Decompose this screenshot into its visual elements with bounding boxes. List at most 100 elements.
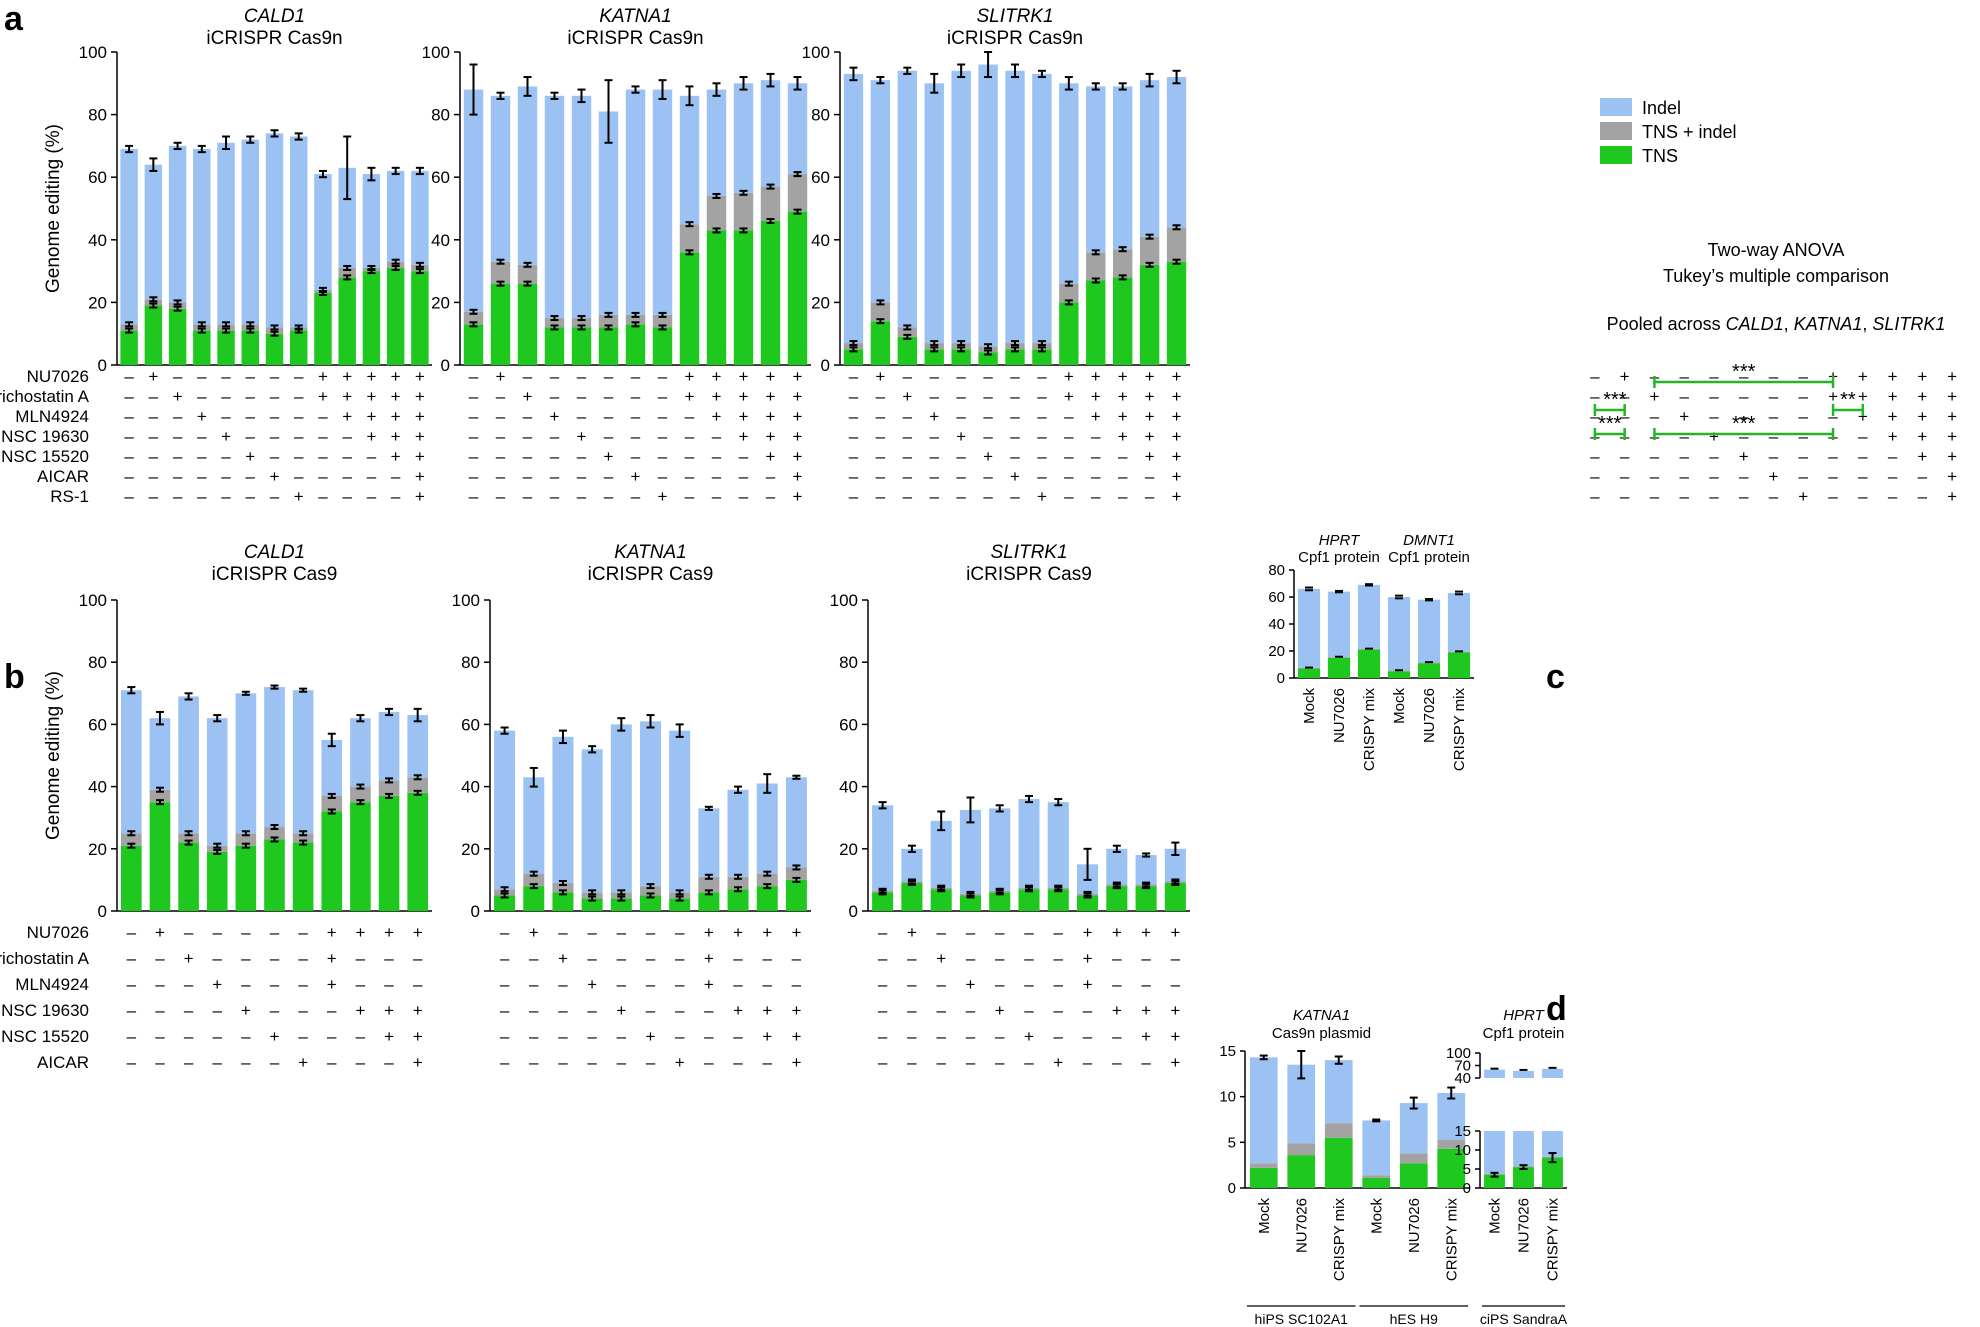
condition-sign: + [327, 949, 337, 968]
condition-sign: – [270, 1001, 280, 1020]
condition-sign: + [1083, 949, 1093, 968]
condition-sign: – [1064, 447, 1074, 466]
condition-sign: + [1091, 407, 1101, 426]
condition-sign: – [356, 1027, 366, 1046]
condition-sign: – [849, 427, 859, 446]
indel-bar [571, 95, 592, 319]
condition-sign: – [384, 975, 394, 994]
condition-sign: + [415, 467, 425, 486]
condition-sign: – [587, 1027, 597, 1046]
chart-subtitle: Cpf1 protein [1388, 549, 1470, 566]
condition-sign: – [550, 487, 560, 506]
condition-sign: – [469, 447, 479, 466]
condition-sign: – [173, 447, 183, 466]
pooled-condition-sign: + [1739, 447, 1749, 466]
chart-subtitle: Cpf1 protein [1483, 1025, 1565, 1042]
condition-sign: – [587, 1053, 597, 1072]
legend-label-tns: TNS [1642, 146, 1678, 166]
condition-sign: – [604, 487, 614, 506]
tns-bar [1297, 668, 1321, 678]
indel-bar [1032, 73, 1052, 344]
pooled-condition-sign: – [1679, 427, 1689, 446]
condition-sign: – [762, 949, 772, 968]
tns-indel-bar [787, 174, 808, 212]
indel-bar [552, 736, 574, 884]
condition-sign: – [384, 1053, 394, 1072]
condition-sign: – [127, 1001, 137, 1020]
significance-bracket: *** [1653, 361, 1835, 388]
indel-bar [1447, 592, 1471, 652]
tns-bar [760, 221, 781, 365]
pooled-condition-sign: + [1917, 367, 1927, 386]
indel-bar [121, 690, 142, 834]
indel-bar [733, 83, 754, 193]
condition-sign: + [1170, 1053, 1180, 1072]
pooled-condition-sign: + [1947, 427, 1957, 446]
pooled-condition-sign: – [1650, 467, 1660, 486]
tns-bar [756, 886, 778, 911]
condition-sign: – [173, 407, 183, 426]
condition-sign: – [956, 467, 966, 486]
tns-bar [517, 283, 538, 365]
condition-sign: – [558, 975, 568, 994]
tns-indel-bar [669, 892, 691, 899]
condition-sign: – [1054, 923, 1064, 942]
pooled-condition-sign: – [1918, 487, 1928, 506]
stats-block: Two-way ANOVA Tukey’s multiple compariso… [1607, 240, 1946, 334]
condition-sign: – [631, 487, 641, 506]
condition-sign: – [1145, 487, 1155, 506]
condition-sign: – [903, 407, 913, 426]
condition-sign: + [1118, 427, 1128, 446]
y-tick-label: 60 [88, 715, 107, 734]
pooled-condition-sign: – [1858, 487, 1868, 506]
condition-sign: – [294, 467, 304, 486]
pooled-condition-sign: + [1917, 407, 1927, 426]
condition-sign: – [658, 367, 668, 386]
condition-sign: + [1083, 975, 1093, 994]
tns-indel-bar [706, 195, 727, 231]
condition-sign: – [631, 407, 641, 426]
condition-sign: + [766, 407, 776, 426]
condition-sign: – [1171, 975, 1181, 994]
condition-sign: + [173, 387, 183, 406]
tns-bar [168, 308, 187, 365]
condition-sign: – [617, 949, 627, 968]
condition-sign: + [496, 367, 506, 386]
indel-bar [1086, 86, 1106, 253]
tns-indel-bar [1005, 343, 1025, 350]
condition-sign: + [1037, 487, 1047, 506]
indel-bar [265, 133, 284, 328]
y-tick-label: 0 [849, 902, 858, 921]
condition-sign: – [270, 487, 280, 506]
y-tick-label: 100 [452, 591, 480, 610]
condition-sign: + [604, 447, 614, 466]
tns-indel-bar [897, 327, 917, 337]
condition-sign: – [658, 447, 668, 466]
indel-bar [217, 142, 235, 325]
condition-sign: + [995, 1001, 1005, 1020]
indel-bar [1484, 1131, 1505, 1174]
condition-label: MLN4924 [15, 975, 89, 994]
condition-sign: – [356, 975, 366, 994]
condition-sign: – [1024, 1001, 1034, 1020]
group-label: hiPS SC102A1 [1255, 1311, 1349, 1327]
y-tick-label: 80 [461, 653, 480, 672]
indel-bar [1139, 80, 1160, 237]
significance-label: *** [1732, 413, 1756, 435]
condition-sign: + [704, 975, 714, 994]
tns-indel-bar [168, 302, 187, 309]
tns-bar [698, 892, 720, 911]
pooled-condition-sign: + [1858, 367, 1868, 386]
condition-sign: + [1141, 1001, 1151, 1020]
condition-sign: + [558, 949, 568, 968]
condition-sign: + [791, 1027, 801, 1046]
condition-sign: + [221, 427, 231, 446]
condition-sign: + [327, 923, 337, 942]
pooled-condition-sign: – [1679, 387, 1689, 406]
condition-sign: – [342, 467, 352, 486]
condition-sign: + [415, 387, 425, 406]
condition-sign: – [675, 975, 685, 994]
condition-sign: + [155, 923, 165, 942]
condition-sign: – [646, 949, 656, 968]
condition-sign: + [212, 975, 222, 994]
